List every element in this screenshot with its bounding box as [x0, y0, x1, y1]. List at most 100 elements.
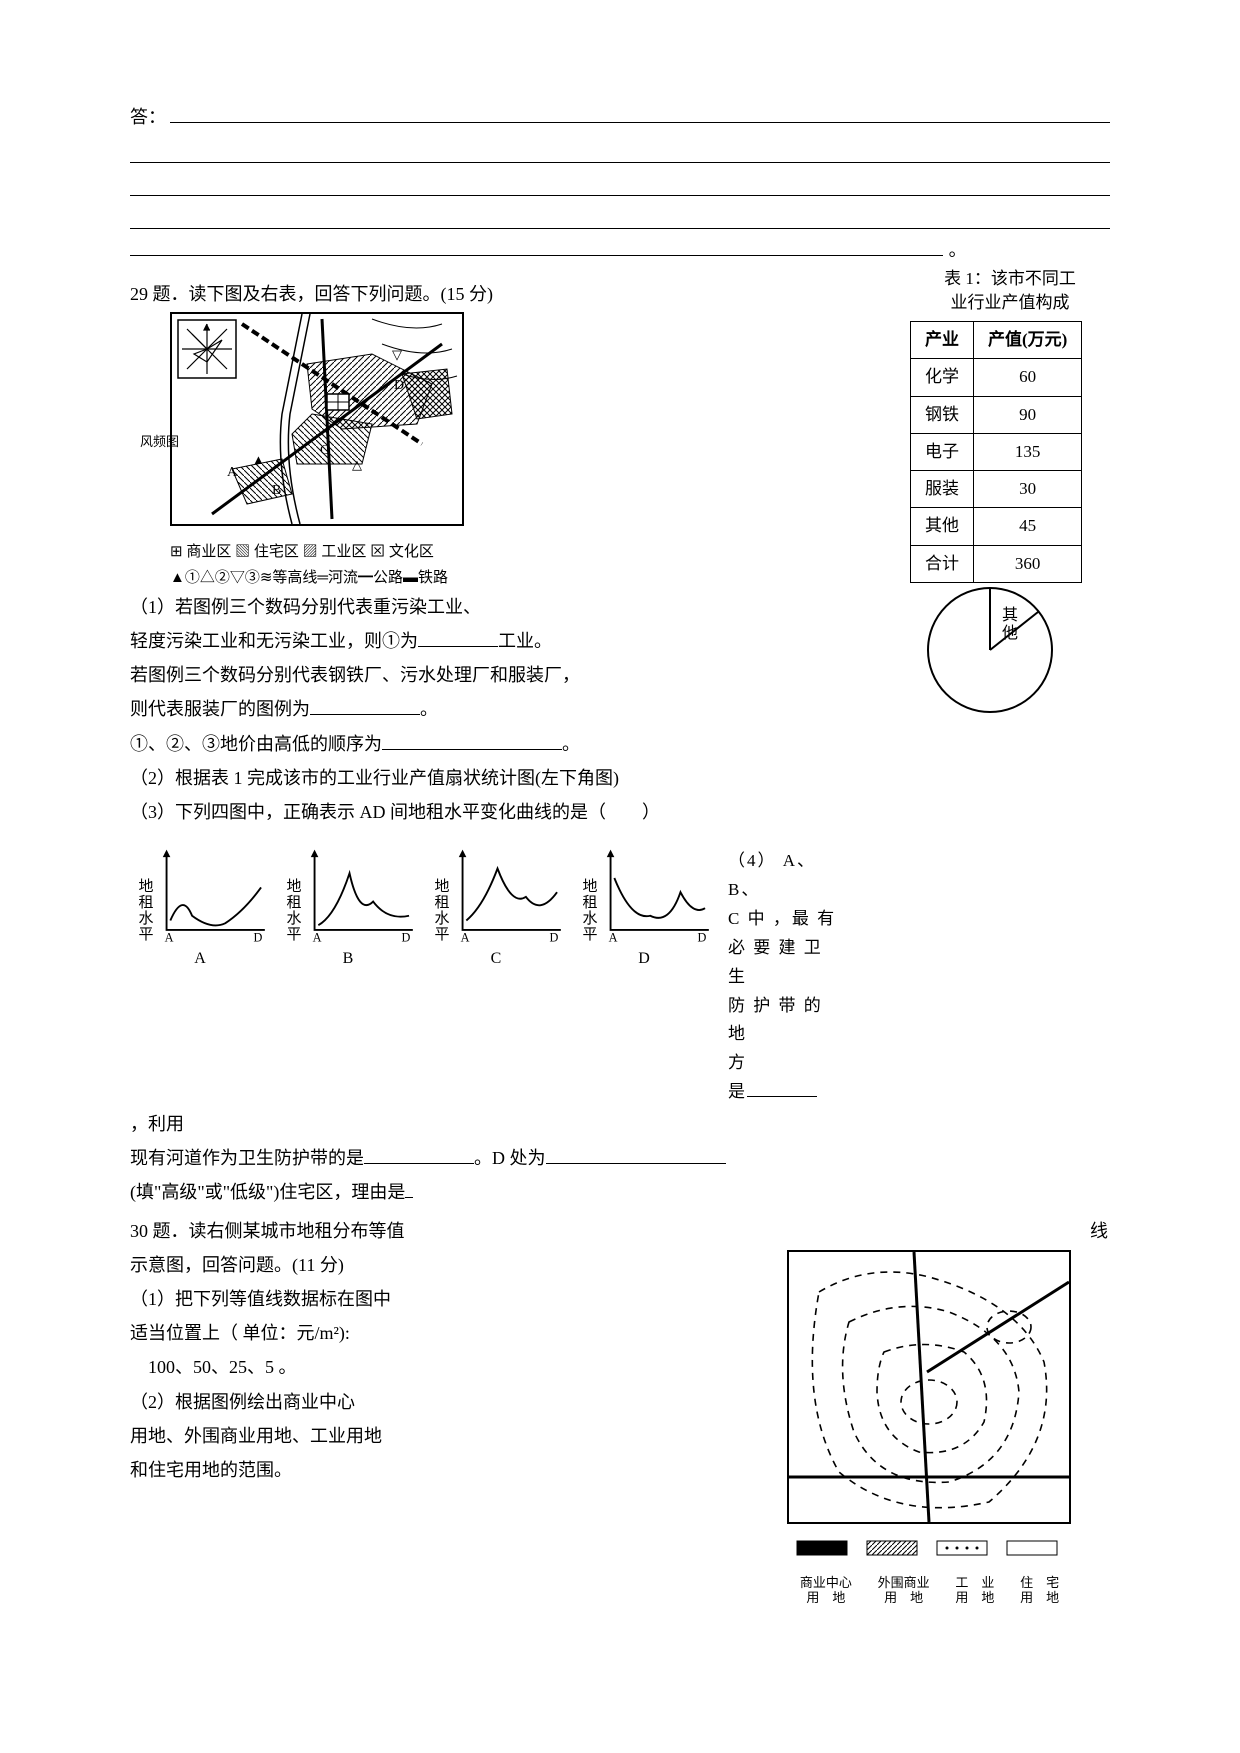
table1-wrap: 表 1：该市不同工 业行业产值构成 产业产值(万元) 化学60 钢铁90 电子1… — [910, 267, 1110, 583]
svg-text:A: A — [312, 930, 321, 942]
text: 。D 处为 — [474, 1148, 546, 1168]
q29-sub2: （2）根据表 1 完成该市的工业行业产值扇状统计图(左下角图) — [130, 761, 1110, 795]
answer-line — [130, 134, 1110, 163]
text: 30 题．读右侧某城市地租分布等值 — [130, 1221, 405, 1241]
text: 用 地 — [1020, 1591, 1059, 1605]
answer-line — [170, 100, 1110, 123]
text: 用 地 — [878, 1591, 930, 1605]
answer-line — [130, 167, 1110, 196]
cell: 化学 — [911, 359, 974, 396]
ylabel: 地租水平 — [278, 878, 307, 942]
q30-legend-swatches — [787, 1535, 1067, 1563]
q30-left: 30 题．读右侧某城市地租分布等值 示意图，回答问题。(11 分) （1）把下列… — [130, 1214, 769, 1488]
cell: 合计 — [911, 545, 974, 582]
legend-item: 商业中心用 地 — [800, 1576, 852, 1605]
windrose-label: 风频图 — [140, 430, 179, 455]
q29-sub3: （3）下列四图中，正确表示 AD 间地租水平变化曲线的是（ ） — [130, 795, 1110, 829]
text: 用 地 — [800, 1591, 852, 1605]
q30-legend-labels: 商业中心用 地 外围商业用 地 工 业用 地 住 宅用 地 — [787, 1576, 1072, 1605]
text: 工业。 — [498, 631, 552, 651]
text: 示意图，回答问题。(11 分) — [130, 1248, 769, 1282]
cell: 135 — [974, 433, 1082, 470]
text: 100、50、25、5 。 — [130, 1350, 769, 1384]
chart-label-c: C — [426, 944, 566, 974]
text: 。 — [420, 699, 438, 719]
answer-block: 答： 。 — [130, 100, 1110, 267]
chart-d: 地租水平 AD D — [574, 847, 714, 974]
cell: 服装 — [911, 471, 974, 508]
chart-label-d: D — [574, 944, 714, 974]
cell: 电子 — [911, 433, 974, 470]
text: 防 护 带 的 地 — [728, 992, 843, 1050]
cell: 30 — [974, 471, 1082, 508]
cell: 60 — [974, 359, 1082, 396]
chart-label-a: A — [130, 944, 270, 974]
text: 线 — [1090, 1221, 1108, 1241]
q4-line6: 是 — [728, 1078, 843, 1107]
blank — [546, 1145, 726, 1164]
svg-text:△: △ — [352, 457, 362, 472]
rent-isoline-map — [787, 1250, 1071, 1524]
text: 方 — [728, 1049, 843, 1078]
text: ①、②、③地价由高低的顺序为 — [130, 734, 382, 754]
q29-top: 29 题．读下图及右表，回答下列问题。(15 分) — [130, 267, 1110, 589]
svg-text:A: A — [460, 930, 469, 942]
text: C 中 ，最 有 — [728, 905, 843, 934]
text: 用地、外围商业用地、工业用地 — [130, 1419, 769, 1453]
text: 现有河道作为卫生防护带的是 — [130, 1148, 364, 1168]
q4-tail: ，利用 — [130, 1107, 1110, 1141]
text: (填"高级"或"低级")住宅区，理由是 — [130, 1182, 405, 1202]
table1-caption-2: 业行业产值构成 — [910, 291, 1110, 315]
blank — [747, 1078, 817, 1097]
text: 是 — [728, 1082, 747, 1101]
answer-row-last: 。 — [130, 233, 1110, 267]
answer-line — [130, 200, 1110, 229]
svg-text:▽: ▽ — [392, 347, 402, 362]
pie-chart: 其 他 — [920, 580, 1060, 731]
q29-title: 29 题．读下图及右表，回答下列问题。(15 分) — [130, 277, 890, 311]
text: 轻度污染工业和无污染工业，则①为 — [130, 631, 418, 651]
q30-title-row: 30 题．读右侧某城市地租分布等值 — [130, 1214, 769, 1248]
period: 。 — [949, 233, 967, 267]
blank — [418, 628, 498, 647]
answer-row-1: 答： — [130, 100, 1110, 134]
chart-b: 地租水平 AD B — [278, 847, 418, 974]
q30-right: 线 商业中心用 地 外围商业用 地 — [787, 1214, 1072, 1605]
ylabel: 地租水平 — [574, 878, 603, 942]
q4-line3: (填"高级"或"低级")住宅区，理由是 — [130, 1175, 1110, 1209]
industry-table: 产业产值(万元) 化学60 钢铁90 电子135 服装30 其他45 合计360 — [910, 321, 1082, 583]
th-industry: 产业 — [911, 321, 974, 358]
blank — [364, 1145, 474, 1164]
text: 外围商业 — [878, 1576, 930, 1590]
q29-sub1: （1）若图例三个数码分别代表重污染工业、 轻度污染工业和无污染工业，则①为工业。… — [130, 590, 1110, 829]
q4-line2: 现有河道作为卫生防护带的是 。D 处为 — [130, 1141, 1110, 1175]
svg-text:A: A — [608, 930, 617, 942]
svg-text:D: D — [549, 930, 558, 942]
svg-text:他: 他 — [1002, 624, 1018, 642]
cell: 360 — [974, 545, 1082, 582]
svg-text:D: D — [401, 930, 410, 942]
svg-text:D: D — [253, 930, 262, 942]
chart-c: 地租水平 A D C — [426, 847, 566, 974]
th-value: 产值(万元) — [974, 321, 1082, 358]
text: 适当位置上（ 单位：元/m²): — [130, 1316, 769, 1350]
map-label-c: C — [320, 443, 329, 458]
legend-item: 住 宅用 地 — [1020, 1576, 1059, 1605]
ylabel: 地租水平 — [130, 878, 159, 942]
ylabel: 地租水平 — [426, 878, 455, 942]
chart-a: 地租水平 AD A — [130, 847, 270, 974]
legend-line-2: ▲①△②▽③≋等高线═河流━公路▬铁路 — [170, 567, 470, 590]
xian-col: 线 — [1090, 1214, 1110, 1248]
svg-text:A: A — [164, 930, 173, 942]
text: 商业中心 — [800, 1576, 852, 1590]
legend-line-1: ⊞ 商业区 ▧ 住宅区 ▨ 工业区 ⊠ 文化区 — [170, 541, 470, 564]
svg-text:D: D — [697, 930, 706, 942]
q30-wrap: 30 题．读右侧某城市地租分布等值 示意图，回答问题。(11 分) （1）把下列… — [130, 1214, 1110, 1605]
blank — [310, 696, 420, 715]
table1-caption-1: 表 1：该市不同工 — [910, 267, 1110, 291]
text: 则代表服装厂的图例为 — [130, 699, 310, 719]
text: 工 业 — [955, 1576, 994, 1590]
pie-other-label: 其 — [1002, 606, 1018, 624]
q29-sub1e: ①、②、③地价由高低的顺序为 。 — [130, 727, 1110, 761]
text: 。 — [562, 734, 580, 754]
